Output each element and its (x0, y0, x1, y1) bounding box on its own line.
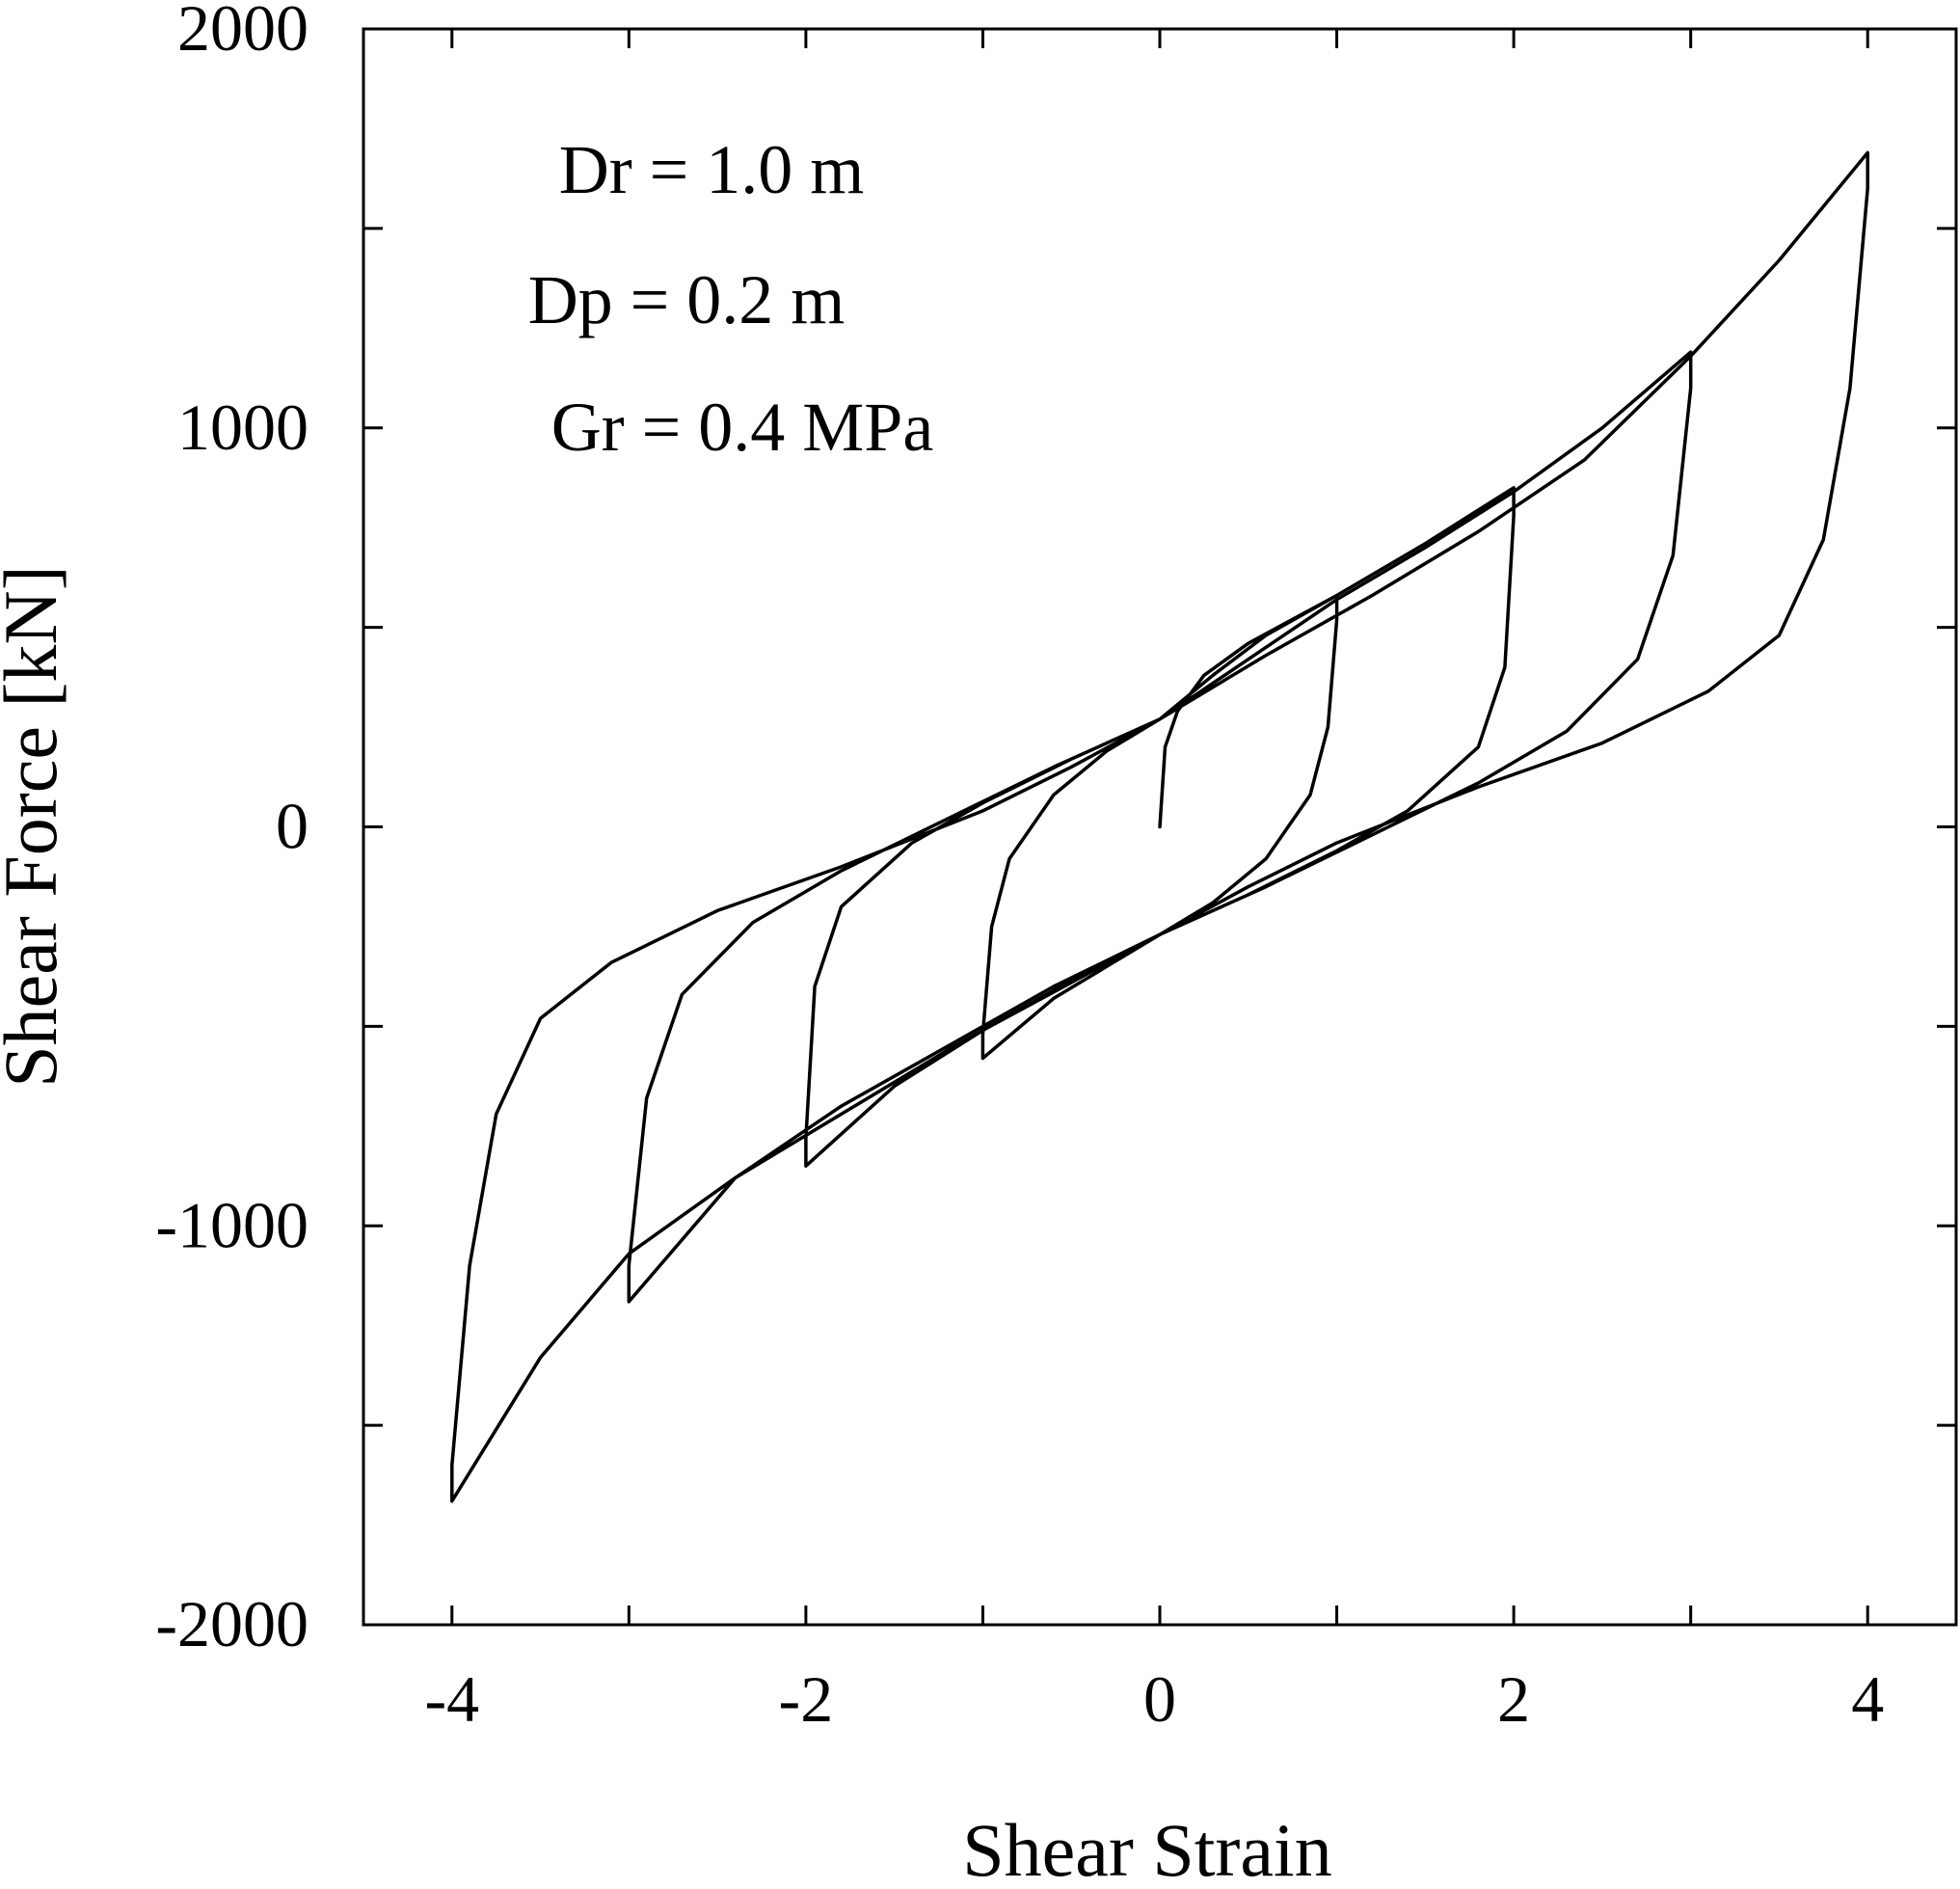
y-axis-label: Shear Force [kN] (0, 565, 72, 1087)
x-tick-label: 2 (1497, 1662, 1530, 1736)
y-tick-label: 1000 (177, 391, 309, 464)
y-tick-label: -2000 (155, 1587, 309, 1660)
x-axis-label: Shear Strain (962, 1808, 1331, 1889)
annotation-dr: Dr = 1.0 m (559, 131, 865, 208)
annotation-gr: Gr = 0.4 MPa (551, 389, 934, 466)
x-tick-label: 4 (1851, 1662, 1884, 1736)
data-series-line (450, 150, 1869, 1503)
y-tick-label: 0 (276, 790, 309, 863)
y-tick-label: 2000 (177, 0, 309, 65)
y-tick-label: -1000 (155, 1188, 309, 1261)
x-tick-label: -4 (424, 1662, 479, 1736)
annotation-dp: Dp = 0.2 m (528, 261, 846, 338)
x-tick-label: 0 (1143, 1662, 1176, 1736)
x-tick-label: -2 (779, 1662, 834, 1736)
tick-marks (363, 27, 1956, 1627)
tick-labels: -4 -2 0 2 4 -2000 -1000 0 1000 2000 (155, 0, 1884, 1736)
